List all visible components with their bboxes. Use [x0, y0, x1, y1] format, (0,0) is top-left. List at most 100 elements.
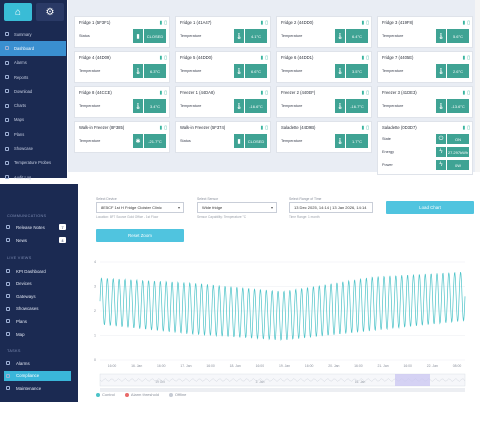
sensor-card[interactable]: Fridge 7 (4405E) ▮ ▯ Temperature 🌡︎ 2.6°C [377, 51, 473, 83]
range-value: 13 Dec 2025, 14:14 | 13 Jan 2026, 14:14 [294, 205, 367, 210]
navigator-selection[interactable] [395, 374, 430, 386]
sidebar-item-label: Charts [14, 103, 27, 109]
reading-value: -21.7°C [144, 134, 166, 148]
card-title: Saladette (0D3D7) [382, 125, 417, 130]
sensor-card[interactable]: Walk-in Freezer (5F374) ▮ ▯ Status ▮ CLOSED [175, 121, 271, 153]
sensor-help: Sensor Capability: Temperature °C [197, 215, 247, 219]
sidebar-item-audit-log[interactable]: Audit Log [0, 170, 67, 184]
sidebar-item-summary[interactable]: Summary [0, 27, 67, 41]
device-select[interactable]: 8E5CF 1st H Fridge Cloister Clinic ▾ [96, 202, 184, 213]
signal-icon: ▮ [260, 124, 264, 131]
signal-icon: ▮ [159, 124, 163, 131]
legend-swatch [124, 392, 129, 397]
sensor-card[interactable]: Fridge 4 (44D09) ▮ ▯ Temperature 🌡︎ 6.3°C [74, 51, 170, 83]
sensor-select[interactable]: Wide fridge ▾ [197, 202, 277, 213]
thermometer-icon: 🌡︎ [436, 64, 446, 78]
series-control-line [99, 271, 466, 341]
card-header: Freezer 2 (440EF) ▮ ▯ [281, 89, 369, 96]
sidebar-item-maintenance[interactable]: Maintenance [6, 383, 70, 393]
nav-icon [5, 46, 9, 51]
sensor-card[interactable]: Freezer 3 (41DE3) ▮ ▯ Temperature 🌡︎ -13.6°C [377, 86, 473, 118]
thermometer-icon: 🌡︎ [335, 64, 345, 78]
sidebar-item-kpi-dashboard[interactable]: KPI Dashboard [6, 266, 70, 276]
x-tick-label: 17. Jan [180, 364, 191, 368]
x-tick-label: 16:00 [157, 364, 166, 368]
sensor-card[interactable]: Freezer 2 (440EF) ▮ ▯ Temperature 🌡︎ -16.7°C [276, 86, 372, 118]
sidebar-item-devices[interactable]: Devices [6, 279, 70, 289]
card-title: Fridge 4 (44D09) [79, 55, 111, 60]
signal-icon: ▮ [361, 19, 365, 26]
power-icon: ⏻ [436, 134, 446, 144]
sidebar-item-label: Plans [16, 318, 27, 324]
sensor-card[interactable]: Saladette (44D9B) ▮ ▯ Temperature 🌡︎ 1.7°C [276, 121, 372, 153]
sensor-card[interactable]: Fridge 1 (41A47) ▮ ▯ Temperature 🌡︎ 4.1°C [175, 16, 271, 48]
battery-icon: ▯ [366, 89, 369, 96]
legend-item[interactable]: Alarm threshold [124, 392, 159, 397]
sidebar-item-alarms[interactable]: Alarms [0, 56, 67, 70]
sensor-card[interactable]: Fridge 1 (5F3F1) ▮ ▯ Status ▮ CLOSED [74, 16, 170, 48]
nav-icon [5, 175, 9, 180]
sidebar-item-maps[interactable]: Maps [0, 113, 67, 127]
reading-label: Status [79, 34, 90, 38]
temperature-chart[interactable]: 0 1 2 3 4 16:00 16. Jan 16:00 17. Jan 16:00 18. Ja… [90, 256, 470, 412]
battery-icon: ▯ [366, 54, 369, 61]
snowflake-icon: ✱ [133, 134, 143, 148]
card-body: Temperature 🌡︎ 6.6°C [180, 64, 267, 78]
sidebar-item-map[interactable]: Map [6, 329, 70, 339]
load-chart-button[interactable]: Load Chart [386, 201, 474, 214]
signal-icon: ▮ [159, 89, 163, 96]
sidebar-item-plans[interactable]: Plans [6, 316, 70, 326]
sidebar-item-label: Showcase [14, 146, 33, 152]
reading-label: Temperature [281, 104, 303, 108]
range-input[interactable]: 13 Dec 2025, 14:14 | 13 Jan 2026, 14:14 [289, 202, 373, 213]
sidebar-item-gateways[interactable]: Gateways [6, 291, 70, 301]
sidebar-item-showcases[interactable]: Showcases [6, 304, 70, 314]
reading-label: Power [382, 163, 393, 167]
sidebar-item-temperature-probes[interactable]: Temperature Probes [0, 156, 67, 170]
sidebar-item-reports[interactable]: Reports [0, 70, 67, 84]
card-header: Fridge 8 (44CCE) ▮ ▯ [79, 89, 167, 96]
nav-icon [5, 117, 9, 122]
sensor-card[interactable]: Freezer 1 (44DA8) ▮ ▯ Temperature 🌡︎ -16.6°C [175, 86, 271, 118]
sidebar-item-plans[interactable]: Plans [0, 127, 67, 141]
sidebar-section-title: TASKS [7, 349, 21, 353]
reading-label: Temperature [281, 69, 303, 73]
battery-icon: ▯ [467, 19, 470, 26]
gear-icon[interactable]: ⚙ [36, 3, 64, 21]
legend-item[interactable]: Control [96, 392, 115, 397]
navigator-tick-label: 19 Oct [155, 380, 165, 384]
legend-item[interactable]: Offline [168, 392, 186, 397]
signal-icon: ▮ [361, 54, 365, 61]
reading-value: 0W [447, 160, 469, 170]
door-icon: ▮ [133, 29, 143, 43]
sidebar-item-news[interactable]: News 4 [6, 235, 70, 245]
nav-icon [6, 386, 10, 391]
sidebar-item-alarms[interactable]: Alarms [6, 358, 70, 368]
card-body: Temperature 🌡︎ 3.4°C [79, 99, 166, 113]
sensor-card[interactable]: Fridge 6 (44DD1) ▮ ▯ Temperature 🌡︎ 3.5°C [276, 51, 372, 83]
device-help: Location: 8F7 Source Gold Office - 1st F… [96, 215, 159, 219]
chart-legend: Control Alarm threshold Offline [96, 392, 186, 397]
sidebar-item-showcase[interactable]: Showcase [0, 141, 67, 155]
sidebar-item-release-notes[interactable]: Release Notes 7 [6, 222, 70, 232]
reading-label: Temperature [281, 139, 303, 143]
y-tick-label: 1 [94, 334, 96, 338]
sidebar-item-charts[interactable]: Charts [0, 98, 67, 112]
reading-label: Temperature [79, 69, 101, 73]
power-card[interactable]: Saladette (0D3D7) ▮ ▯ State ⏻ ON Energy ϟ 27.297… [377, 121, 473, 175]
sensor-card[interactable]: Fridge 5 (44DD0) ▮ ▯ Temperature 🌡︎ 6.6°C [175, 51, 271, 83]
sensor-card[interactable]: Fridge 3 (419F8) ▮ ▯ Temperature 🌡︎ 5.6°C [377, 16, 473, 48]
chart-scrollbar[interactable] [100, 388, 465, 392]
reset-zoom-button[interactable]: Reset Zoom [96, 229, 184, 242]
sidebar-item-compliance[interactable]: Compliance [4, 370, 71, 381]
sensor-card[interactable]: Fridge 8 (44CCE) ▮ ▯ Temperature 🌡︎ 3.4°C [74, 86, 170, 118]
x-tick-label: 18. Jan [230, 364, 241, 368]
sensor-card[interactable]: Fridge 2 (44DD0) ▮ ▯ Temperature 🌡︎ 6.4°C [276, 16, 372, 48]
sensor-card[interactable]: Walk-in Freezer (8F385) ▮ ▯ Temperature ✱ -21… [74, 121, 170, 153]
sidebar-section-title: COMMUNICATIONS [7, 214, 47, 218]
sidebar-item-dashboard[interactable]: Dashboard [0, 41, 66, 56]
nav-icon [6, 225, 10, 229]
sidebar-item-download[interactable]: Download [0, 84, 67, 98]
home-icon[interactable]: ⌂ [4, 3, 32, 21]
reading-value: 1.7°C [346, 134, 368, 148]
